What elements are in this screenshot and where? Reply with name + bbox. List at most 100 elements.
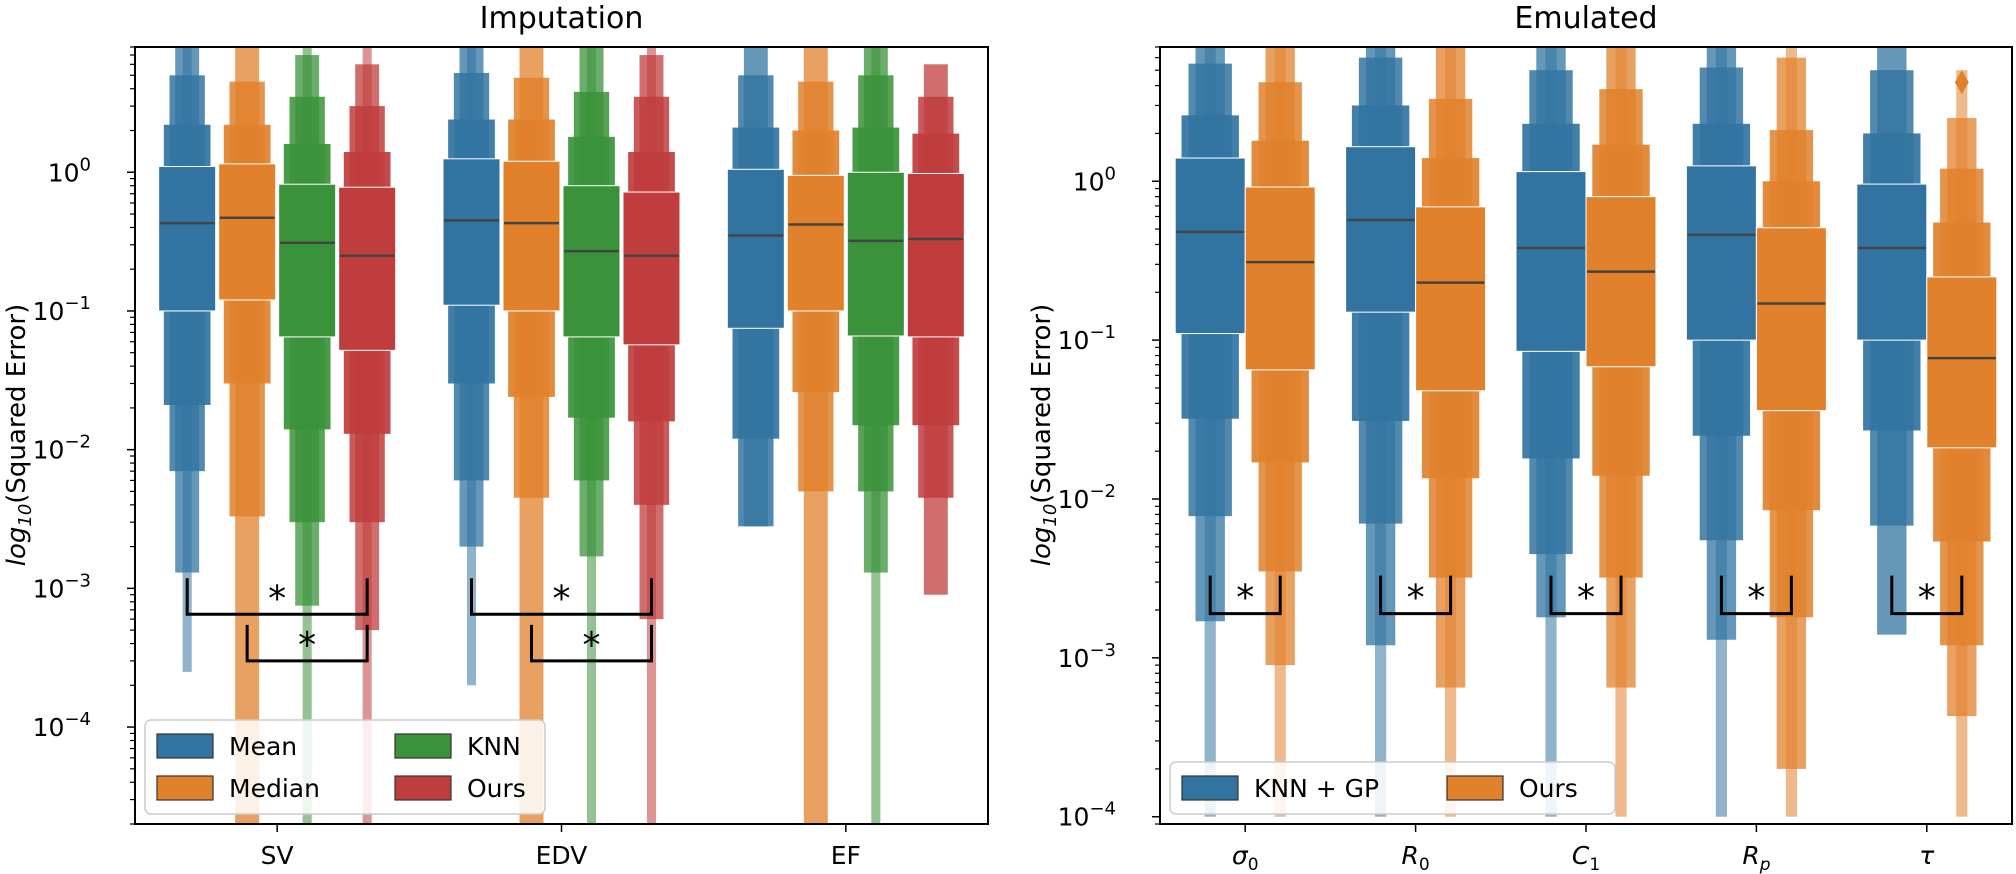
legend-swatch — [1446, 775, 1504, 801]
boxen-level — [1585, 196, 1657, 368]
ytick-exponent: 0 — [80, 154, 91, 175]
boxen-level — [1685, 165, 1757, 341]
significance-bracket — [245, 624, 369, 663]
significance-star: * — [1407, 578, 1425, 619]
significance-star-text: * — [298, 625, 316, 666]
ytick-exponent: −4 — [64, 709, 91, 730]
legend-entry: KNN — [467, 732, 521, 761]
significance-bracket — [530, 624, 653, 663]
ytick-exponent: −3 — [1089, 640, 1116, 661]
ytick-label: 0.00110−3 — [1057, 640, 1116, 673]
xtick-subscript: p — [1759, 855, 1771, 874]
significance-bracket — [185, 578, 369, 616]
boxen-level — [278, 183, 337, 338]
significance-star-text: * — [583, 625, 601, 666]
significance-star-text: * — [1747, 578, 1765, 619]
ytick-label: 1100 — [1073, 163, 1116, 196]
legend-entry-text: KNN — [467, 732, 521, 761]
boxen-level — [218, 163, 277, 301]
legend-entry-text: Ours — [1519, 774, 1578, 803]
xtick-text: EF — [831, 841, 861, 870]
boxen-level — [786, 174, 845, 312]
boxen-level — [1244, 186, 1316, 371]
ytick-label: 0.110−1 — [32, 293, 91, 326]
significance-star-text: * — [553, 578, 571, 619]
xtick-label: SV — [261, 841, 294, 870]
ytick-exponent: −1 — [1089, 322, 1116, 343]
y-axis-label: log10(Squared Error)log10(Squared Error) — [1027, 304, 1061, 567]
boxen-level — [562, 185, 621, 338]
legend-swatch — [394, 775, 452, 801]
boxen-level — [338, 186, 397, 351]
boxen-level — [442, 158, 501, 306]
boxen-level — [726, 168, 785, 329]
significance-star: * — [298, 625, 316, 666]
outlier-marker — [1954, 70, 1969, 95]
legend-swatch — [1181, 775, 1239, 801]
panel-title: Emulated — [1514, 1, 1657, 36]
significance-star: * — [1577, 578, 1595, 619]
panel-title-text: Imputation — [480, 1, 644, 36]
xtick-base: R — [1742, 841, 1759, 870]
xtick-label: C1 — [1572, 841, 1600, 874]
legend-entry-text: Ours — [467, 774, 526, 803]
significance-bracket — [1208, 575, 1282, 616]
ytick-exponent: 0 — [1105, 163, 1116, 184]
xtick-text: SV — [261, 841, 294, 870]
panel-title: Imputation — [480, 1, 644, 36]
significance-star: * — [1918, 578, 1936, 619]
xtick-base: σ — [1232, 841, 1249, 870]
ytick-label: 0.0110−2 — [32, 432, 91, 465]
xtick-label: R0 — [1401, 841, 1429, 874]
boxen-level — [906, 172, 965, 338]
significance-bracket — [1549, 575, 1623, 616]
significance-star-text: * — [1407, 578, 1425, 619]
significance-star: * — [1236, 578, 1254, 619]
xtick-subscript: 0 — [1248, 855, 1259, 874]
plot-area — [1174, 47, 1998, 817]
boxen-level — [502, 160, 561, 312]
xtick-subscript: 1 — [1589, 855, 1600, 874]
panel-1: * * * * 1100 0.110−1 0.0110−2 0.00110−3 0.000110… — [2, 1, 989, 870]
ytick-label: 0.0110−2 — [1057, 481, 1116, 514]
y-axis-label: log10(Squared Error)log10(Squared Error) — [2, 304, 36, 567]
boxen-level — [846, 171, 905, 337]
legend-swatch — [156, 733, 214, 759]
ytick-exponent: −3 — [64, 570, 91, 591]
boxen-level — [158, 166, 217, 312]
significance-star: * — [268, 578, 286, 619]
legend-entry-text: KNN + GP — [1254, 774, 1379, 803]
xtick-base: τ — [1919, 841, 1935, 870]
significance-star-text: * — [1918, 578, 1936, 619]
xtick-text: EDV — [536, 841, 588, 870]
xtick-label: τ — [1919, 841, 1935, 870]
ytick-label: 0.000110−4 — [32, 709, 91, 742]
xtick-label: Rp — [1742, 841, 1770, 874]
legend-entry: Ours — [467, 774, 526, 803]
significance-star-text: * — [268, 578, 286, 619]
significance-star-text: * — [1577, 578, 1595, 619]
plot-area — [158, 47, 965, 824]
legend-swatch — [156, 775, 214, 801]
ytick-label: 1100 — [48, 154, 91, 187]
ytick-exponent: −2 — [1089, 481, 1116, 502]
ytick-label: 0.000110−4 — [1057, 799, 1116, 832]
ytick-label: 0.110−1 — [1057, 322, 1116, 355]
significance-bracket — [1890, 575, 1964, 616]
legend-entry: Mean — [229, 732, 297, 761]
boxen-level — [1174, 157, 1246, 335]
significance-bracket — [1379, 575, 1453, 616]
significance-star: * — [1747, 578, 1765, 619]
boxen-level — [1515, 171, 1587, 352]
legend-entry-text: Median — [229, 774, 320, 803]
ytick-label: 0.00110−3 — [32, 570, 91, 603]
xtick-label: EDV — [536, 841, 588, 870]
legend-entry-text: Mean — [229, 732, 297, 761]
panel-title-text: Emulated — [1514, 1, 1657, 36]
legend-entry: KNN + GP — [1254, 774, 1379, 803]
xtick-base: C — [1572, 841, 1590, 870]
significance-star: * — [553, 578, 571, 619]
significance-star-text: * — [1236, 578, 1254, 619]
boxen-level — [1415, 206, 1487, 392]
